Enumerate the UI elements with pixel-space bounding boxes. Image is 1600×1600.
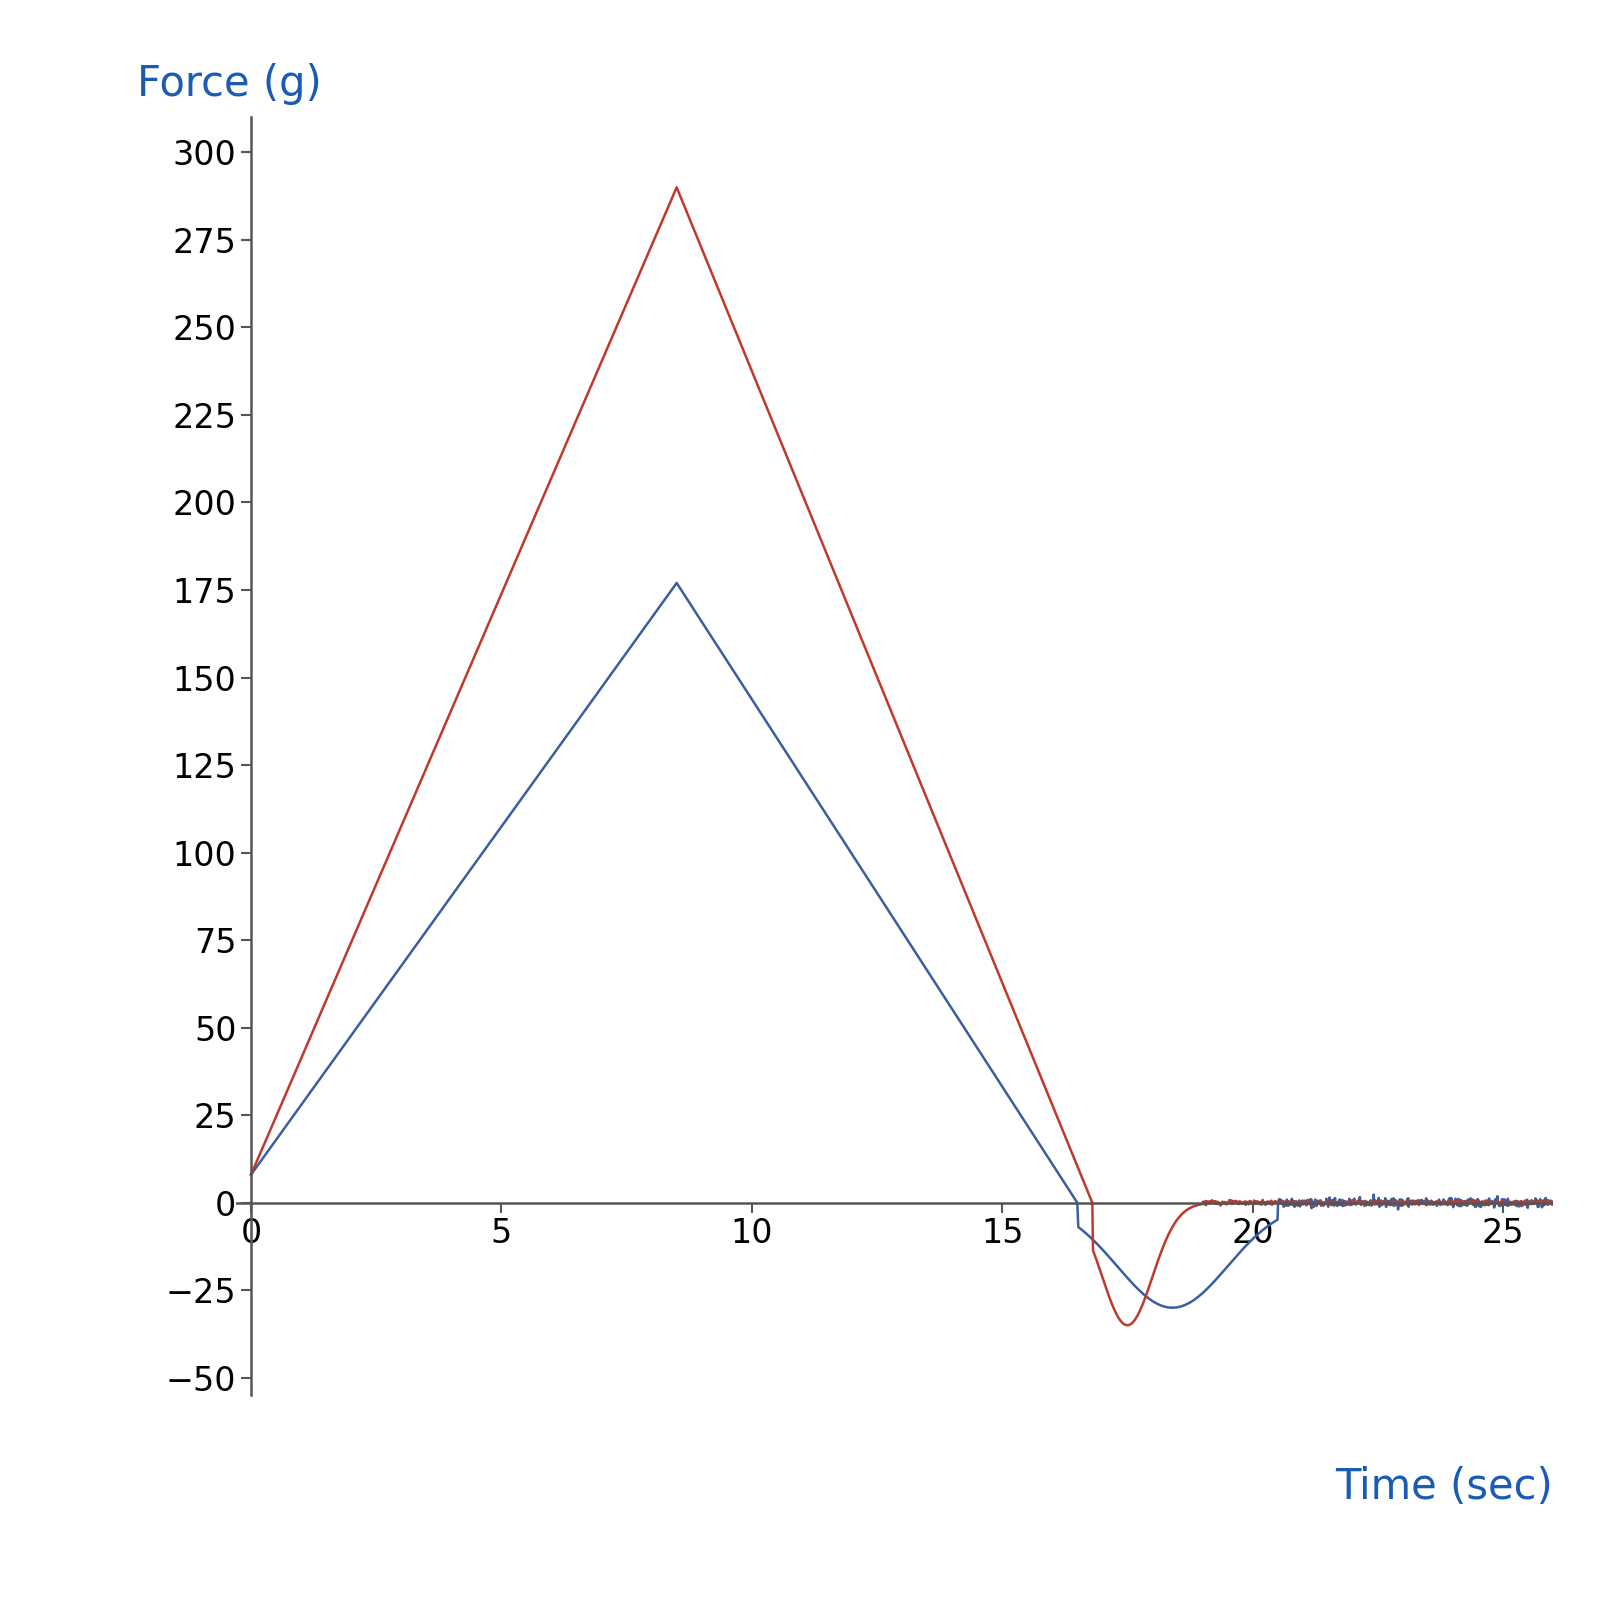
Text: Time (sec): Time (sec) <box>1336 1466 1554 1507</box>
Text: Force (g): Force (g) <box>138 62 322 104</box>
